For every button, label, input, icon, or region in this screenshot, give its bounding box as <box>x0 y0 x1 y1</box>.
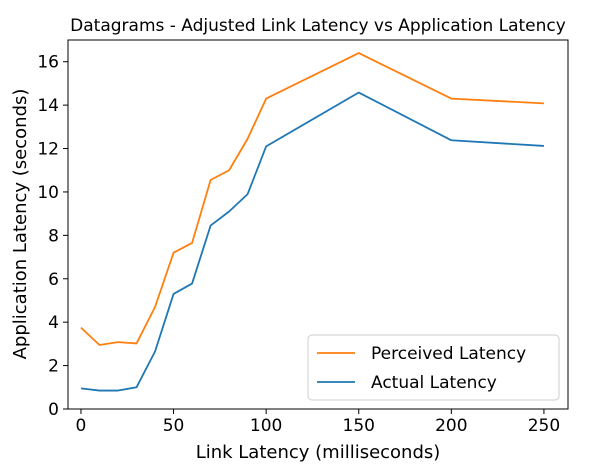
legend-label: Actual Latency <box>371 373 497 393</box>
legend: Perceived Latency Actual Latency <box>307 334 560 401</box>
series-line-1 <box>80 91 544 392</box>
y-tick-label: 2 <box>48 357 59 377</box>
chart-title: Datagrams - Adjusted Link Latency vs App… <box>70 16 566 36</box>
y-axis-label: Application Latency (seconds) <box>10 89 31 360</box>
y-tick-label: 8 <box>48 226 59 246</box>
y-tick-label: 6 <box>48 270 59 290</box>
y-tick-label: 0 <box>48 400 59 420</box>
series-lines <box>80 52 544 392</box>
legend-frame <box>307 334 560 401</box>
plot-frame <box>67 39 569 410</box>
x-tick-label: 200 <box>435 416 467 436</box>
legend-items: Perceived Latency Actual Latency <box>317 344 526 393</box>
x-tick-label: 100 <box>250 416 282 436</box>
series-line-0 <box>80 52 544 346</box>
x-axis-ticks: 0 50 100 150 200 250 <box>76 409 560 436</box>
plot-area: 0 50 100 150 200 250 0 2 4 6 8 10 12 14 16 <box>37 39 569 436</box>
x-axis-label: Link Latency (milliseconds) <box>196 442 441 463</box>
y-tick-label: 12 <box>37 140 59 160</box>
legend-label: Perceived Latency <box>371 344 526 364</box>
x-tick-label: 50 <box>163 416 185 436</box>
x-tick-label: 150 <box>343 416 375 436</box>
y-tick-label: 4 <box>48 313 59 333</box>
y-tick-label: 14 <box>37 96 59 116</box>
y-tick-label: 16 <box>37 53 59 73</box>
x-tick-label: 0 <box>76 416 87 436</box>
y-tick-label: 10 <box>37 183 59 203</box>
x-tick-label: 250 <box>528 416 560 436</box>
y-axis-ticks: 0 2 4 6 8 10 12 14 16 <box>37 53 68 420</box>
